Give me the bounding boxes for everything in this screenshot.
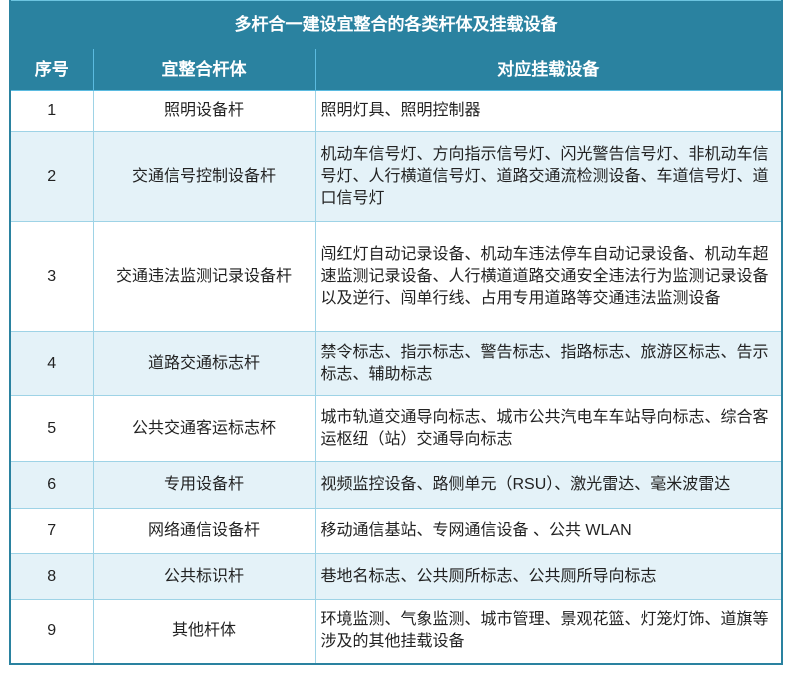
pole-equipment-table: 多杆合一建设宜整合的各类杆体及挂载设备 序号 宜整合杆体 对应挂载设备 1 照明设… bbox=[9, 0, 783, 665]
table-row: 1 照明设备杆 照明灯具、照明控制器 bbox=[9, 90, 783, 132]
table-row: 5 公共交通客运标志杯 城市轨道交通导向标志、城市公共汽电车车站导向标志、综合客运枢… bbox=[9, 395, 783, 462]
row-number: 7 bbox=[9, 508, 94, 554]
pole-type-cell: 交通信号控制设备杆 bbox=[92, 131, 316, 222]
header-number: 序号 bbox=[9, 48, 94, 91]
pole-type-cell: 照明设备杆 bbox=[92, 90, 316, 132]
table-title: 多杆合一建设宜整合的各类杆体及挂载设备 bbox=[9, 0, 783, 49]
row-number: 8 bbox=[9, 553, 94, 600]
table-row: 2 交通信号控制设备杆 机动车信号灯、方向指示信号灯、闪光警告信号灯、非机动车信号灯… bbox=[9, 131, 783, 222]
row-number: 3 bbox=[9, 221, 94, 332]
table-row: 3 交通违法监测记录设备杆 闯红灯自动记录设备、机动车违法停车自动记录设备、机动车超… bbox=[9, 221, 783, 332]
row-number: 6 bbox=[9, 461, 94, 509]
pole-type-cell: 专用设备杆 bbox=[92, 461, 316, 509]
equipment-cell: 巷地名标志、公共厕所标志、公共厕所导向标志 bbox=[314, 553, 783, 600]
table-row: 7 网络通信设备杆 移动通信基站、专网通信设备 、公共 WLAN bbox=[9, 508, 783, 554]
equipment-cell: 闯红灯自动记录设备、机动车违法停车自动记录设备、机动车超速监测记录设备、人行横道… bbox=[314, 221, 783, 332]
row-number: 2 bbox=[9, 131, 94, 222]
row-number: 4 bbox=[9, 331, 94, 396]
equipment-cell: 城市轨道交通导向标志、城市公共汽电车车站导向标志、综合客运枢纽（站）交通导向标志 bbox=[314, 395, 783, 462]
table-row: 6 专用设备杆 视频监控设备、路侧单元（RSU）、激光雷达、毫米波雷达 bbox=[9, 461, 783, 509]
equipment-cell: 环境监测、气象监测、城市管理、景观花篮、灯笼灯饰、道旗等涉及的其他挂载设备 bbox=[314, 599, 783, 665]
pole-type-cell: 其他杆体 bbox=[92, 599, 316, 665]
pole-type-cell: 网络通信设备杆 bbox=[92, 508, 316, 554]
pole-type-cell: 交通违法监测记录设备杆 bbox=[92, 221, 316, 332]
equipment-cell: 移动通信基站、专网通信设备 、公共 WLAN bbox=[314, 508, 783, 554]
pole-type-cell: 公共标识杆 bbox=[92, 553, 316, 600]
row-number: 1 bbox=[9, 90, 94, 132]
row-number: 5 bbox=[9, 395, 94, 462]
equipment-cell: 照明灯具、照明控制器 bbox=[314, 90, 783, 132]
equipment-cell: 机动车信号灯、方向指示信号灯、闪光警告信号灯、非机动车信号灯、人行横道信号灯、道… bbox=[314, 131, 783, 222]
table-row: 4 道路交通标志杆 禁令标志、指示标志、警告标志、指路标志、旅游区标志、告示标志、辅… bbox=[9, 331, 783, 396]
header-equipment: 对应挂载设备 bbox=[314, 48, 783, 91]
header-pole-type: 宜整合杆体 bbox=[92, 48, 316, 91]
equipment-cell: 视频监控设备、路侧单元（RSU）、激光雷达、毫米波雷达 bbox=[314, 461, 783, 509]
table-row: 9 其他杆体 环境监测、气象监测、城市管理、景观花篮、灯笼灯饰、道旗等涉及的其他挂载… bbox=[9, 599, 783, 665]
pole-type-cell: 道路交通标志杆 bbox=[92, 331, 316, 396]
pole-type-cell: 公共交通客运标志杯 bbox=[92, 395, 316, 462]
row-number: 9 bbox=[9, 599, 94, 665]
equipment-cell: 禁令标志、指示标志、警告标志、指路标志、旅游区标志、告示标志、辅助标志 bbox=[314, 331, 783, 396]
table-row: 8 公共标识杆 巷地名标志、公共厕所标志、公共厕所导向标志 bbox=[9, 553, 783, 600]
